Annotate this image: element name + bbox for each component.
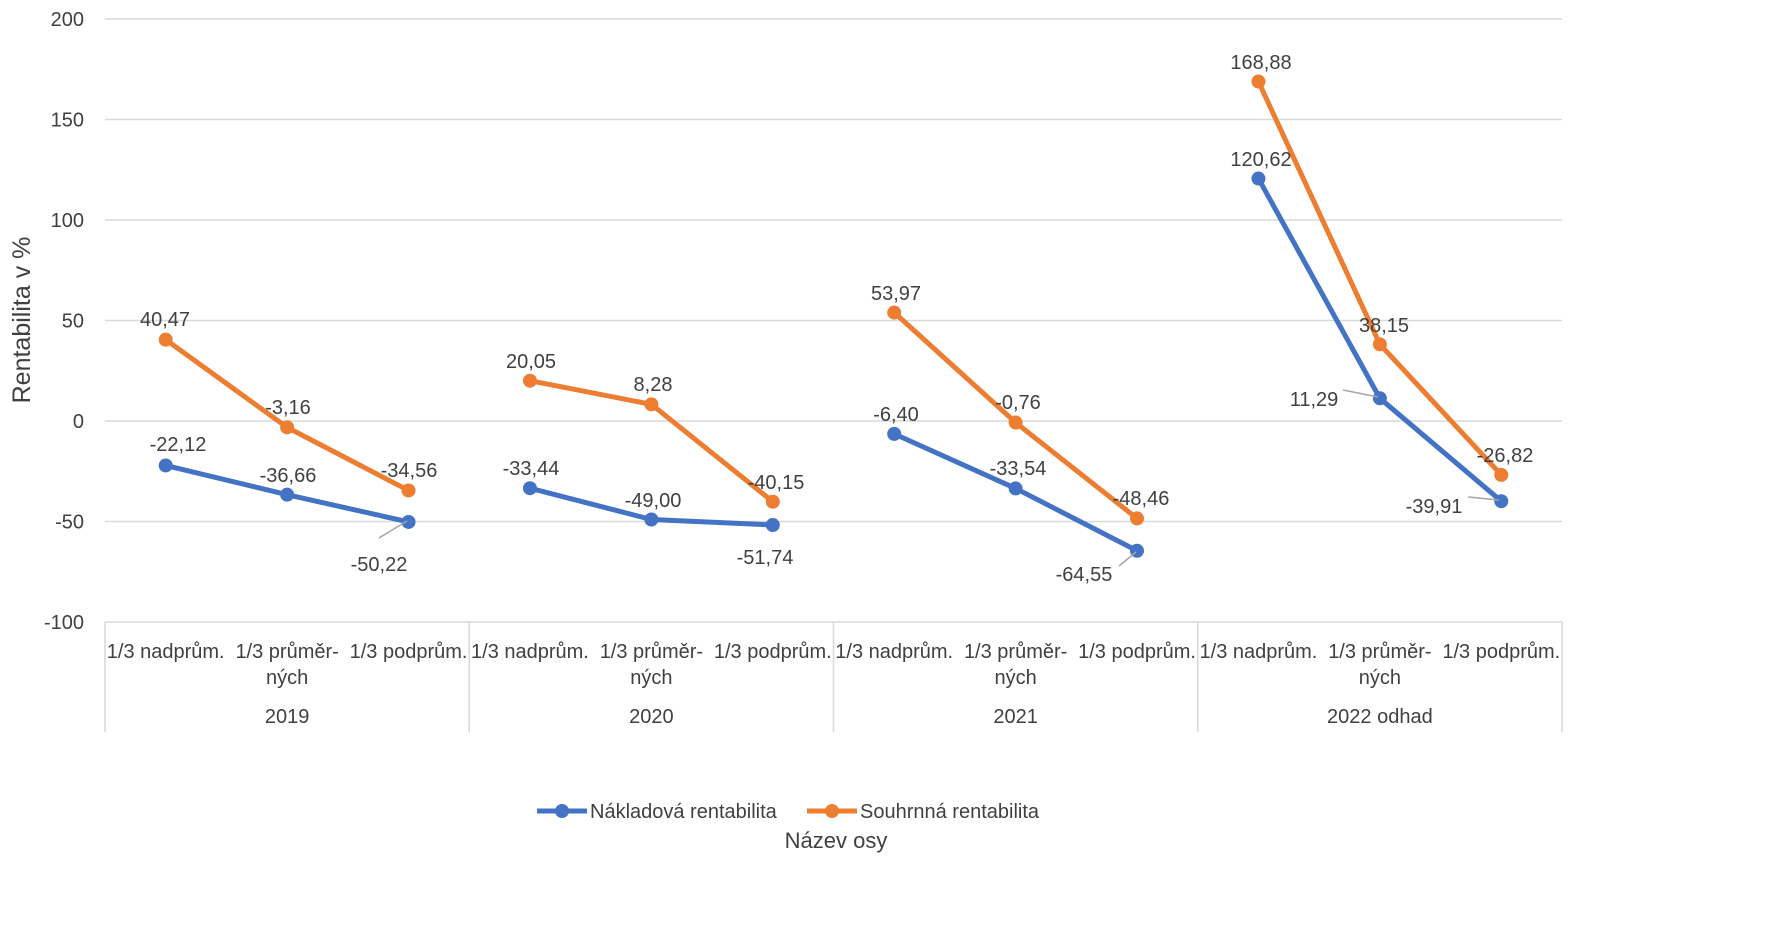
data-label: 8,28 [634, 374, 673, 396]
label-leader-line [1342, 389, 1379, 398]
group-label: 2020 [629, 706, 674, 728]
x-tick-label: 1/3 průměr- [600, 641, 703, 663]
data-point [280, 420, 295, 435]
data-label: -39,91 [1406, 496, 1463, 518]
y-tick-label: 150 [51, 110, 84, 132]
series-line [1255, 79, 1504, 478]
data-label: -6,40 [873, 404, 919, 426]
data-point [1494, 467, 1509, 482]
data-label: 38,15 [1359, 315, 1409, 337]
data-label: 20,05 [506, 351, 556, 373]
data-labels-layer: -22,12 -36,66 -50,22 -33,44 -49,00 -51,74 -6,4… [140, 52, 1533, 586]
x-tick-label: 1/3 podprům. [350, 641, 468, 663]
x-tick-label: 1/3 průměr- [235, 641, 338, 663]
data-point [401, 514, 416, 529]
data-point [1251, 74, 1266, 89]
data-label: -51,74 [737, 547, 794, 569]
x-axis: 1/3 nadprům. 1/3 průměr-ných 1/3 podprům. 2… [104, 621, 1563, 732]
data-point [644, 512, 659, 527]
y-tick-label: 100 [51, 210, 84, 232]
data-point [887, 305, 902, 320]
y-tick-label: -100 [44, 612, 84, 634]
data-point [1494, 494, 1509, 509]
data-point [1008, 415, 1023, 430]
y-tick-label: 0 [73, 411, 84, 433]
x-tick-label: 1/3 podprům. [714, 641, 832, 663]
x-tick-label: 1/3 podprům. [1442, 641, 1560, 663]
data-point [280, 487, 295, 502]
label-leader-line [1118, 551, 1137, 567]
data-point [1372, 337, 1387, 352]
data-label: -36,66 [260, 465, 317, 487]
x-tick-label: ných [995, 667, 1037, 689]
data-point [765, 517, 780, 532]
group-label: 2019 [265, 706, 310, 728]
x-tick-label: 1/3 průměr- [964, 641, 1067, 663]
legend: Nákladová rentabilita Souhrnná rentabilit… [537, 801, 1040, 823]
data-point [1251, 171, 1266, 186]
x-tick-label: 1/3 nadprům. [471, 641, 589, 663]
legend-label: Souhrnná rentabilita [860, 801, 1040, 823]
x-tick-label: ných [630, 667, 672, 689]
data-point [1372, 391, 1387, 406]
data-label: 120,62 [1230, 149, 1291, 171]
data-point [522, 373, 537, 388]
y-tick-label: 50 [62, 311, 84, 333]
x-tick-label: 1/3 nadprům. [1200, 641, 1318, 663]
data-label: -3,16 [265, 397, 311, 419]
y-tick-label: -50 [55, 512, 84, 534]
data-label: -48,46 [1113, 488, 1170, 510]
data-point [887, 426, 902, 441]
data-point [765, 494, 780, 509]
legend-swatch-marker [555, 804, 569, 818]
x-tick-label: 1/3 nadprům. [835, 641, 953, 663]
data-point [1130, 511, 1145, 526]
data-label: -49,00 [625, 490, 682, 512]
x-tick-label: ných [266, 667, 308, 689]
x-tick-label: ných [1359, 667, 1401, 689]
data-point [158, 458, 173, 473]
legend-label: Nákladová rentabilita [590, 801, 778, 823]
y-axis: -100 -50 0 50 100 150 200 [44, 9, 84, 634]
data-label: 40,47 [140, 309, 190, 331]
data-label: 11,29 [1290, 389, 1339, 411]
data-label: -34,56 [381, 460, 438, 482]
x-tick-label: 1/3 nadprům. [107, 641, 225, 663]
data-point [401, 483, 416, 498]
legend-swatch-marker [825, 804, 839, 818]
data-label: -33,44 [503, 458, 560, 480]
data-label: -26,82 [1477, 445, 1534, 467]
data-point [158, 332, 173, 347]
x-axis-title: Název osy [785, 828, 888, 853]
data-label: -0,76 [995, 392, 1041, 414]
label-leader-line [378, 520, 408, 539]
data-point [1008, 481, 1023, 496]
gridlines [105, 18, 1562, 523]
label-leader-line [1467, 496, 1500, 501]
y-tick-label: 200 [51, 9, 84, 31]
data-label: -50,22 [351, 554, 408, 576]
data-label: 168,88 [1230, 52, 1291, 74]
data-label: -33,54 [990, 458, 1047, 480]
group-label: 2021 [993, 706, 1038, 728]
data-point [522, 481, 537, 496]
data-label: 53,97 [871, 283, 921, 305]
data-label: -64,55 [1056, 564, 1113, 586]
x-tick-label: 1/3 průměr- [1328, 641, 1431, 663]
data-label: -22,12 [150, 434, 207, 456]
group-label: 2022 odhad [1327, 706, 1433, 728]
data-label: -40,15 [748, 472, 805, 494]
x-tick-label: 1/3 podprům. [1078, 641, 1196, 663]
y-axis-title: Rentabilita v % [8, 237, 36, 404]
series-layer [158, 74, 1509, 558]
data-point [644, 397, 659, 412]
